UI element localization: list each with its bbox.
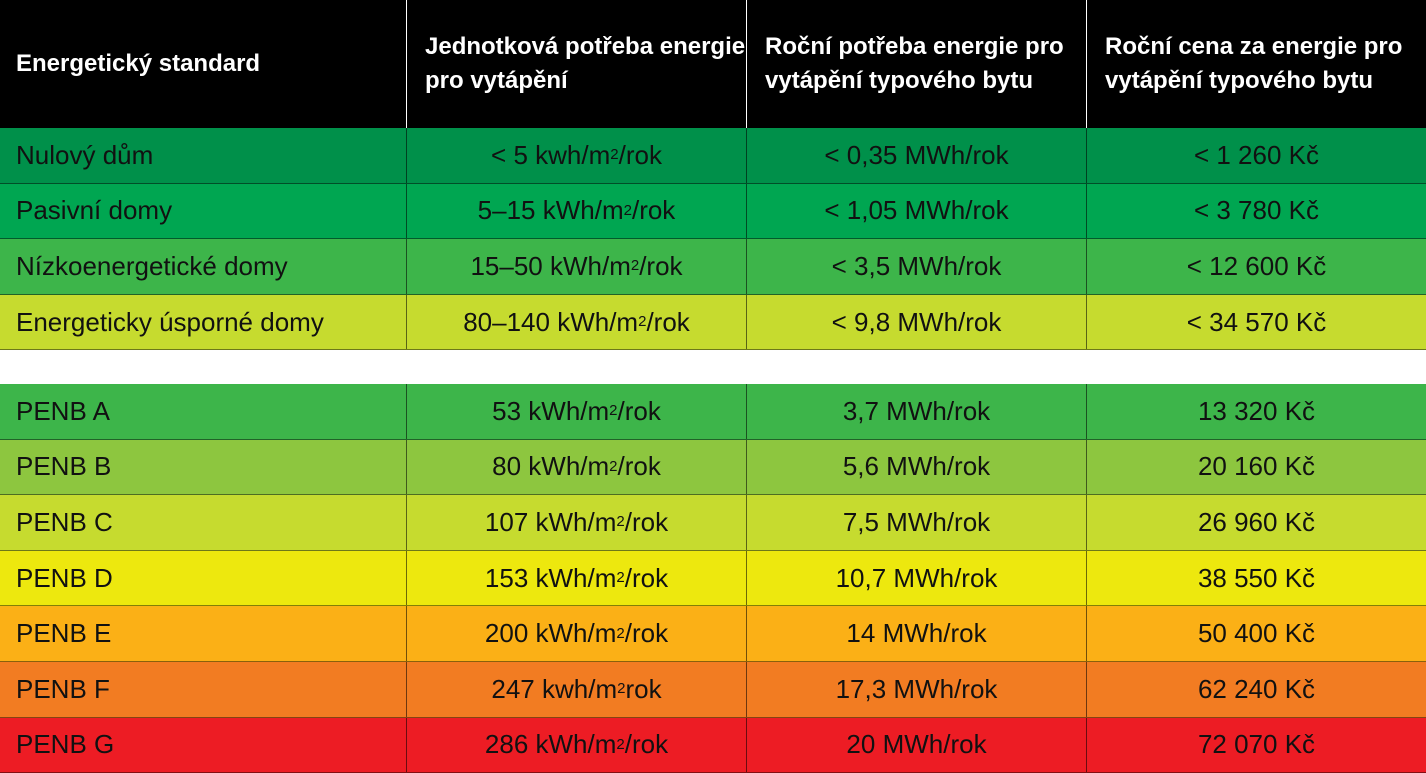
unit-period: /rok: [624, 729, 669, 760]
unit-period: /rok: [617, 395, 661, 426]
annual-demand-cell: < 3,5 MWh/rok: [746, 239, 1086, 294]
row-label: PENB D: [16, 562, 113, 593]
unit-period: rok: [625, 673, 662, 704]
row-label: PENB G: [16, 729, 115, 760]
unit-demand-cell: 247 kwh/m 2 rok: [406, 662, 746, 717]
unit-demand-value: 80–140 kWh/m: [463, 306, 639, 337]
annual-cost-cell: < 34 570 Kč: [1086, 294, 1426, 350]
header-unit-demand: Jednotková potřeba energie pro vytápění: [406, 0, 746, 128]
annual-cost-cell: 72 070 Kč: [1086, 717, 1426, 773]
table-header: Energetický standard Jednotková potřeba …: [0, 0, 1426, 128]
unit-period: /rok: [624, 618, 669, 649]
unit-demand-value: 80 kWh/m: [492, 451, 610, 482]
unit-period: /rok: [639, 250, 683, 281]
table-row: PENB G 286 kWh/m 2/rok 20 MWh/rok 72 070 Kč: [0, 717, 1426, 773]
unit-period: /rok: [617, 451, 661, 482]
unit-demand-value: < 5 kwh/m: [491, 139, 611, 170]
header-energy-standard: Energetický standard: [16, 50, 261, 77]
annual-cost-cell: 38 550 Kč: [1086, 550, 1426, 606]
unit-demand-cell: 200 kWh/m 2/rok: [406, 606, 746, 661]
table-row: PENB D 153 kWh/m 2/rok 10,7 MWh/rok 38 550 K…: [0, 550, 1426, 607]
table-row: Pasivní domy 5–15 kWh/m 2/rok < 1,05 MWh/ro…: [0, 183, 1426, 240]
unit-demand-value: 107 kWh/m: [484, 506, 617, 537]
unit-demand-cell: 80 kWh/m 2/rok: [406, 439, 746, 495]
annual-demand-cell: 7,5 MWh/rok: [746, 495, 1086, 550]
annual-cost-cell: 20 160 Kč: [1086, 439, 1426, 495]
row-label: Pasivní domy: [16, 195, 173, 226]
table-row: PENB F 247 kwh/m 2 rok 17,3 MWh/rok 62 240 Kč: [0, 662, 1426, 718]
table-row: PENB B 80 kWh/m 2/rok 5,6 MWh/rok 20 160 Kč: [0, 439, 1426, 496]
table-row: PENB A 53 kWh/m 2/rok 3,7 MWh/rok 13 320 Kč: [0, 384, 1426, 440]
annual-cost-cell: < 12 600 Kč: [1086, 239, 1426, 294]
row-label: PENB C: [16, 506, 113, 537]
unit-demand-value: 286 kWh/m: [484, 729, 617, 760]
annual-cost-cell: 26 960 Kč: [1086, 495, 1426, 550]
table-row: Energeticky úsporné domy 80–140 kWh/m 2/ro…: [0, 294, 1426, 351]
unit-period: /rok: [631, 195, 676, 226]
annual-demand-cell: 10,7 MWh/rok: [746, 550, 1086, 606]
unit-demand-cell: 286 kWh/m 2/rok: [406, 717, 746, 773]
annual-cost-cell: 62 240 Kč: [1086, 662, 1426, 717]
unit-demand-cell: 15–50 kWh/m 2/rok: [406, 239, 746, 294]
table-row: PENB C 107 kWh/m 2/rok 7,5 MWh/rok 26 960 Kč: [0, 495, 1426, 551]
row-label: PENB E: [16, 618, 112, 649]
row-label: PENB B: [16, 451, 112, 482]
annual-cost-cell: < 3 780 Kč: [1086, 183, 1426, 239]
row-label: PENB F: [16, 673, 110, 704]
annual-demand-cell: < 9,8 MWh/rok: [746, 294, 1086, 350]
annual-demand-cell: < 1,05 MWh/rok: [746, 183, 1086, 239]
table-row: Nulový dům < 5 kwh/m 2/rok < 0,35 MWh/rok < …: [0, 128, 1426, 184]
annual-demand-cell: 14 MWh/rok: [746, 606, 1086, 661]
unit-period: /rok: [624, 562, 669, 593]
annual-cost-cell: 13 320 Kč: [1086, 384, 1426, 439]
annual-demand-cell: < 0,35 MWh/rok: [746, 128, 1086, 183]
group-separator: [0, 350, 1426, 384]
annual-demand-cell: 20 MWh/rok: [746, 717, 1086, 773]
table-row: PENB E 200 kWh/m 2/rok 14 MWh/rok 50 400 Kč: [0, 606, 1426, 662]
annual-demand-cell: 3,7 MWh/rok: [746, 384, 1086, 439]
unit-demand-value: 247 kwh/m: [491, 673, 618, 704]
unit-period: /rok: [646, 306, 690, 337]
header-annual-demand: Roční potřeba energie pro vytápění typov…: [746, 0, 1086, 128]
header-annual-cost: Roční cena za energie pro vytápění typov…: [1086, 0, 1426, 128]
unit-period: /rok: [624, 506, 669, 537]
annual-demand-cell: 5,6 MWh/rok: [746, 439, 1086, 495]
unit-demand-value: 153 kWh/m: [484, 562, 617, 593]
row-label: Nízkoenergetické domy: [16, 250, 288, 281]
unit-demand-value: 15–50 kWh/m: [470, 250, 631, 281]
unit-period: /rok: [618, 139, 662, 170]
unit-demand-cell: 80–140 kWh/m 2/rok: [406, 294, 746, 350]
unit-demand-value: 53 kWh/m: [492, 395, 610, 426]
annual-demand-cell: 17,3 MWh/rok: [746, 662, 1086, 717]
annual-cost-cell: < 1 260 Kč: [1086, 128, 1426, 183]
unit-demand-value: 5–15 kWh/m: [477, 195, 624, 226]
unit-demand-cell: 5–15 kWh/m 2/rok: [406, 183, 746, 239]
row-label: PENB A: [16, 395, 110, 426]
row-label: Energeticky úsporné domy: [16, 306, 324, 337]
row-label: Nulový dům: [16, 139, 154, 170]
unit-demand-cell: 53 kWh/m 2/rok: [406, 384, 746, 439]
annual-cost-cell: 50 400 Kč: [1086, 606, 1426, 661]
unit-demand-cell: 107 kWh/m 2/rok: [406, 495, 746, 550]
table-row: Nízkoenergetické domy 15–50 kWh/m 2/rok < 3…: [0, 239, 1426, 295]
unit-demand-value: 200 kWh/m: [484, 618, 617, 649]
unit-demand-cell: 153 kWh/m 2/rok: [406, 550, 746, 606]
unit-demand-cell: < 5 kwh/m 2/rok: [406, 128, 746, 183]
